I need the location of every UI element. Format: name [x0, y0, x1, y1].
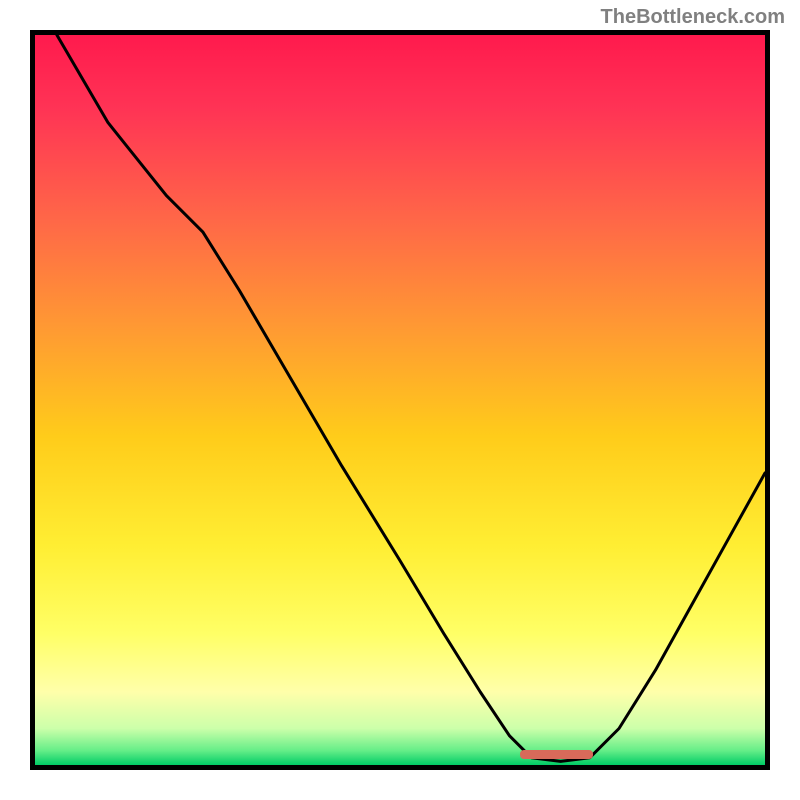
plot-area — [30, 30, 770, 770]
watermark-text: TheBottleneck.com — [601, 6, 785, 29]
chart-container: TheBottleneck.com — [0, 0, 800, 800]
curve-line — [35, 35, 765, 765]
highlight-marker — [520, 750, 593, 759]
